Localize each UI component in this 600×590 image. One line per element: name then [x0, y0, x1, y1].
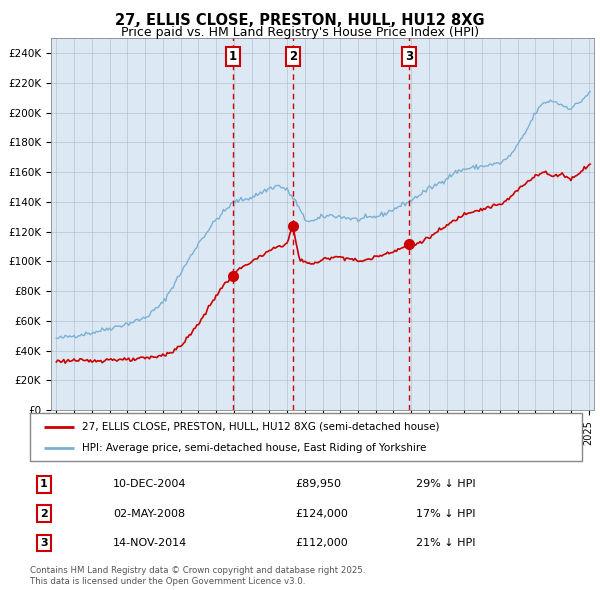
Text: 1: 1	[229, 50, 237, 64]
Text: 17% ↓ HPI: 17% ↓ HPI	[416, 509, 476, 519]
Text: 21% ↓ HPI: 21% ↓ HPI	[416, 538, 476, 548]
Text: 1: 1	[40, 480, 47, 489]
Text: 14-NOV-2014: 14-NOV-2014	[113, 538, 187, 548]
Text: HPI: Average price, semi-detached house, East Riding of Yorkshire: HPI: Average price, semi-detached house,…	[82, 443, 427, 453]
Text: 02-MAY-2008: 02-MAY-2008	[113, 509, 185, 519]
Text: 29% ↓ HPI: 29% ↓ HPI	[416, 480, 476, 489]
Text: 3: 3	[40, 538, 47, 548]
Text: £124,000: £124,000	[295, 509, 348, 519]
Text: £89,950: £89,950	[295, 480, 341, 489]
Text: Price paid vs. HM Land Registry's House Price Index (HPI): Price paid vs. HM Land Registry's House …	[121, 26, 479, 39]
Text: 2: 2	[40, 509, 47, 519]
Text: 2: 2	[289, 50, 297, 64]
Text: Contains HM Land Registry data © Crown copyright and database right 2025.: Contains HM Land Registry data © Crown c…	[30, 566, 365, 575]
Text: £112,000: £112,000	[295, 538, 348, 548]
Text: 3: 3	[405, 50, 413, 64]
Text: This data is licensed under the Open Government Licence v3.0.: This data is licensed under the Open Gov…	[30, 577, 305, 586]
Text: 10-DEC-2004: 10-DEC-2004	[113, 480, 187, 489]
Text: 27, ELLIS CLOSE, PRESTON, HULL, HU12 8XG (semi-detached house): 27, ELLIS CLOSE, PRESTON, HULL, HU12 8XG…	[82, 421, 440, 431]
FancyBboxPatch shape	[30, 413, 582, 461]
Text: 27, ELLIS CLOSE, PRESTON, HULL, HU12 8XG: 27, ELLIS CLOSE, PRESTON, HULL, HU12 8XG	[115, 13, 485, 28]
